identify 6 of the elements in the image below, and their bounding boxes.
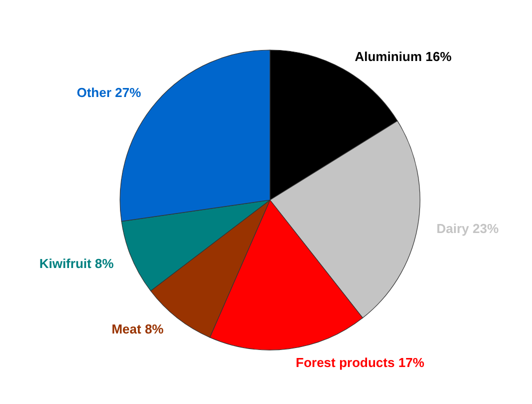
slice-label: Dairy 23% xyxy=(436,220,500,236)
slice-label: Meat 8% xyxy=(112,321,164,336)
slice-label: Aluminium 16% xyxy=(354,49,452,64)
slice-label: Forest products 17% xyxy=(296,355,425,370)
slice-label: Kiwifruit 8% xyxy=(39,256,114,271)
slice-label: Other 27% xyxy=(76,85,142,100)
